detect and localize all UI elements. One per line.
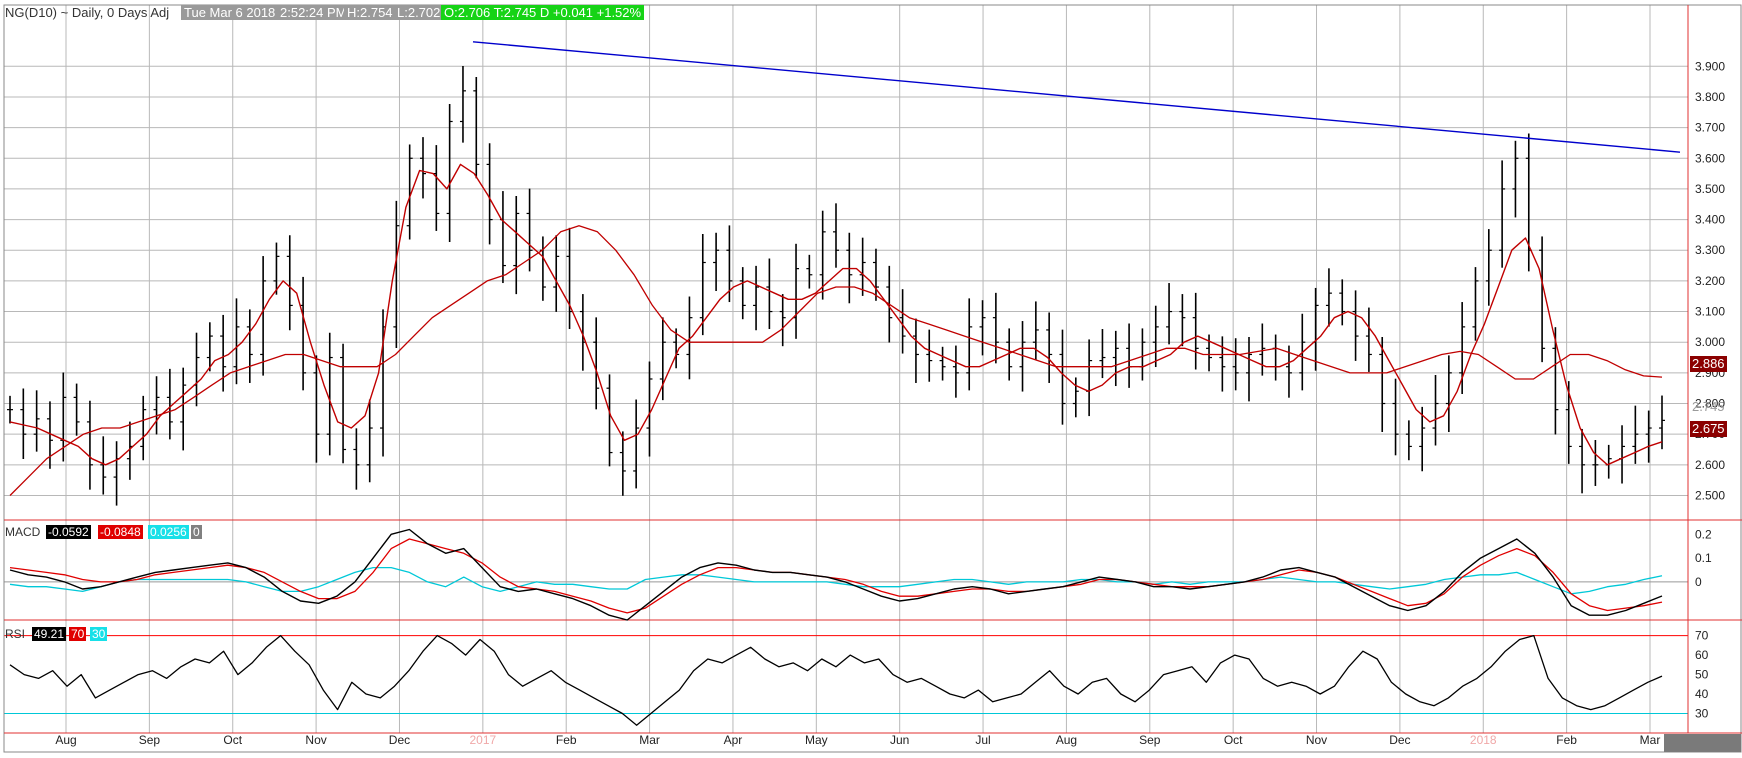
x-tick-label: Aug	[1056, 733, 1077, 747]
symbol-description: NG(D10) ~ Daily, 0 Days Adj	[5, 5, 170, 20]
macd-signal-line	[9, 538, 1663, 614]
price-tag-last: 2.745	[1692, 399, 1725, 414]
price-tick-label: 3.700	[1695, 121, 1725, 135]
price-tick-label: 3.900	[1695, 59, 1725, 73]
macd-tick-label: 0.2	[1695, 527, 1712, 541]
price-tick-label: 3.200	[1695, 274, 1725, 288]
date-readout: Tue Mar 6 2018	[181, 5, 279, 20]
high-readout: H:2.754	[344, 5, 396, 20]
x-tick-label: Sep	[1139, 733, 1161, 747]
resistance-trendline	[472, 41, 1681, 153]
macd-tick-label: 0	[1695, 575, 1702, 589]
price-tick-label: 3.100	[1695, 305, 1725, 319]
price-tick-label: 3.800	[1695, 90, 1725, 104]
macd-line	[9, 528, 1663, 621]
price-tick-label: 2.600	[1695, 458, 1725, 472]
price-tick-label: 2.800	[1695, 397, 1725, 411]
x-tick-label: Dec	[1389, 733, 1410, 747]
x-tick-label: Apr	[724, 733, 743, 747]
price-tick-label: 2.500	[1695, 488, 1725, 502]
price-tick-label: 3.000	[1695, 335, 1725, 349]
x-tick-label: 2018	[1470, 733, 1497, 747]
macd-label: MACD	[5, 525, 41, 539]
macd-zero-value: 0	[191, 525, 202, 539]
price-tick-label: 3.400	[1695, 213, 1725, 227]
rsi-lower-value: 30	[90, 627, 108, 641]
moving-average-slow-line	[9, 225, 1663, 496]
x-tick-label: Nov	[1306, 733, 1327, 747]
chart-border	[3, 4, 1742, 753]
rsi-value: 49.21	[32, 627, 67, 641]
price-tick-label: 3.300	[1695, 243, 1725, 257]
price-tag-ma-slow: 2.886	[1690, 356, 1727, 372]
x-tick-label: Oct	[1224, 733, 1243, 747]
rsi-tick-label: 30	[1695, 707, 1709, 721]
macd-value: -0.0592	[46, 525, 91, 539]
axis-corner-box	[1664, 734, 1741, 752]
x-tick-label: Feb	[556, 733, 577, 747]
rsi-tick-label: 60	[1695, 648, 1709, 662]
x-tick-label: 2017	[469, 733, 496, 747]
x-tick-label: Mar	[639, 733, 660, 747]
x-tick-label: Dec	[389, 733, 410, 747]
price-tick-label: 3.600	[1695, 151, 1725, 165]
x-tick-label: Aug	[55, 733, 76, 747]
x-tick-label: Jul	[975, 733, 990, 747]
quote-readout: O:2.706 T:2.745 D +0.041 +1.52%	[441, 5, 645, 20]
macd-histogram-value: 0.0256	[148, 525, 189, 539]
macd-signal-value: -0.0848	[98, 525, 143, 539]
price-tag-ma-fast: 2.675	[1690, 421, 1727, 437]
macd-histogram-line	[9, 566, 1663, 595]
x-tick-label: Feb	[1556, 733, 1577, 747]
rsi-tick-label: 40	[1695, 687, 1709, 701]
low-readout: L:2.702	[394, 5, 444, 20]
rsi-line	[9, 634, 1663, 726]
x-tick-label: Mar	[1640, 733, 1661, 747]
rsi-label: RSI	[5, 627, 26, 641]
rsi-tick-label: 70	[1695, 629, 1709, 643]
price-tick-label: 3.500	[1695, 182, 1725, 196]
rsi-upper-value: 70	[69, 627, 87, 641]
macd-tick-label: 0.1	[1695, 551, 1712, 565]
x-tick-label: Sep	[139, 733, 161, 747]
x-tick-label: May	[805, 733, 828, 747]
moving-average-fast-line	[9, 163, 1663, 466]
rsi-tick-label: 50	[1695, 668, 1709, 682]
time-readout: 2:52:24 PM	[277, 5, 350, 20]
x-tick-label: Jun	[890, 733, 909, 747]
x-tick-label: Oct	[223, 733, 242, 747]
x-tick-label: Nov	[305, 733, 326, 747]
